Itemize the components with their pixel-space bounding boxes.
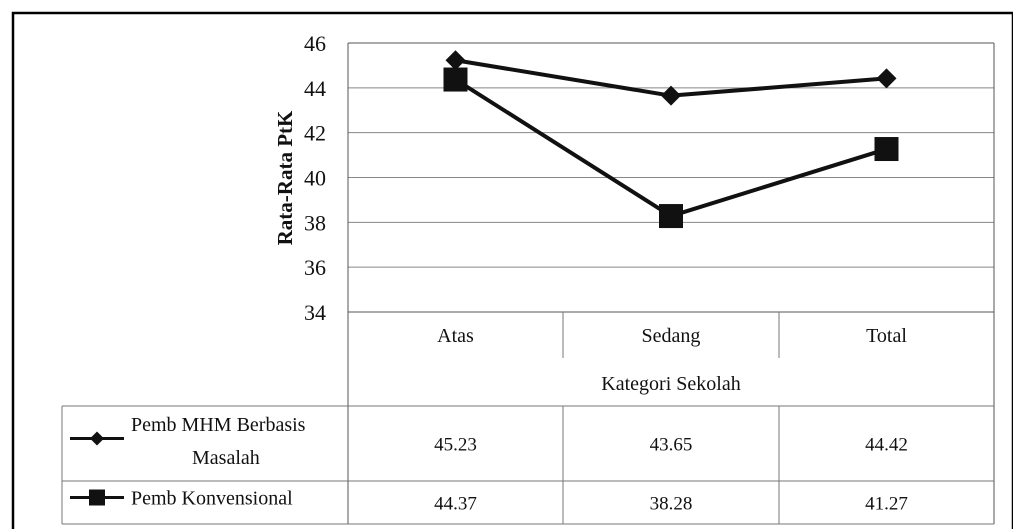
y-axis-title: Rata-Rata PtK [273, 110, 297, 245]
y-tick-label: 46 [304, 31, 326, 56]
diamond-marker [661, 85, 681, 106]
x-tick-label: Atas [437, 325, 474, 347]
data-table-value: 44.37 [434, 494, 477, 515]
chart-border [11, 11, 1013, 529]
square-marker [659, 204, 683, 229]
data-table-value: 38.28 [650, 494, 693, 515]
data-table-value: 45.23 [434, 435, 477, 456]
legend-label: Masalah [192, 447, 260, 469]
square-marker [89, 489, 105, 506]
diamond-marker [445, 50, 466, 71]
y-tick-label: 38 [304, 210, 326, 235]
y-tick-label: 40 [304, 166, 326, 191]
x-tick-label: Total [866, 325, 907, 347]
y-tick-label: 44 [304, 76, 326, 101]
diamond-marker [876, 68, 897, 89]
y-tick-label: 36 [304, 255, 326, 280]
diamond-marker [90, 431, 104, 446]
square-marker [443, 67, 468, 92]
y-tick-label: 42 [304, 121, 326, 146]
legend-label: Pemb Konvensional [131, 488, 293, 510]
x-tick-label: Sedang [642, 325, 701, 347]
data-table-value: 44.42 [865, 435, 908, 456]
legend-label: Pemb MHM Berbasis [131, 414, 306, 436]
square-marker [874, 137, 899, 162]
data-table-value: 43.65 [650, 435, 693, 456]
data-table-value: 41.27 [865, 494, 908, 515]
y-tick-label: 34 [304, 300, 326, 325]
x-axis-title: Kategori Sekolah [601, 373, 740, 395]
